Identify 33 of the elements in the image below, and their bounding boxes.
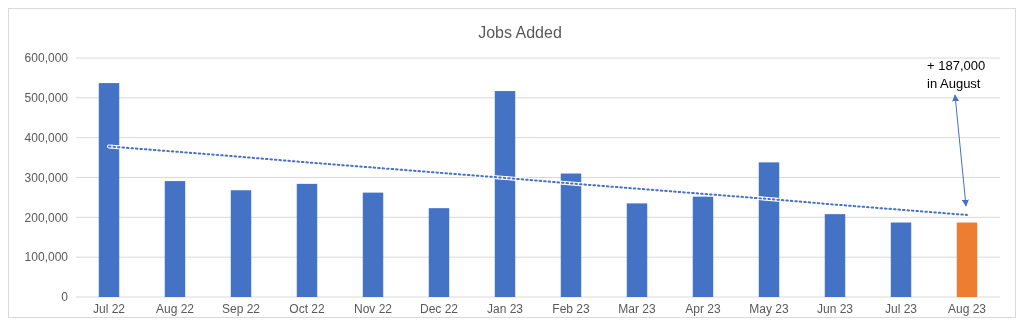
bar (890, 222, 912, 297)
bar (230, 190, 252, 297)
y-tick-label: 0 (61, 290, 69, 305)
bar (164, 181, 186, 297)
x-tick-label: Sep 22 (221, 302, 261, 316)
y-tick-label: 600,000 (24, 51, 69, 66)
y-tick-label: 500,000 (24, 91, 69, 106)
chart-title: Jobs Added (478, 24, 562, 41)
x-tick-label: May 23 (749, 302, 789, 316)
bar (626, 203, 648, 297)
annotation: + 187,000 in August (927, 58, 986, 91)
y-tick-label: 200,000 (24, 210, 69, 225)
bar (362, 192, 384, 297)
x-tick-label: Dec 22 (419, 302, 459, 316)
x-tick-label: Oct 22 (289, 302, 325, 316)
bar (428, 208, 450, 297)
x-tick-label: Jul 23 (884, 302, 918, 316)
bar (956, 222, 978, 297)
bar (692, 196, 714, 297)
y-tick-label: 100,000 (24, 250, 69, 265)
bar (296, 183, 318, 297)
x-tick-label: Aug 23 (947, 302, 987, 316)
x-tick-label: Jun 23 (816, 302, 854, 316)
x-tick-label: Apr 23 (685, 302, 721, 316)
x-tick-label: Aug 22 (155, 302, 195, 316)
y-tick-label: 400,000 (24, 130, 69, 145)
x-tick-label: Mar 23 (618, 302, 656, 316)
y-tick-label: 300,000 (24, 170, 69, 185)
bar (824, 214, 846, 297)
x-tick-label: Nov 22 (353, 302, 393, 316)
x-tick-label: Jan 23 (486, 302, 524, 316)
x-tick-label: Feb 23 (552, 302, 591, 316)
x-tick-label: Jul 22 (92, 302, 126, 316)
